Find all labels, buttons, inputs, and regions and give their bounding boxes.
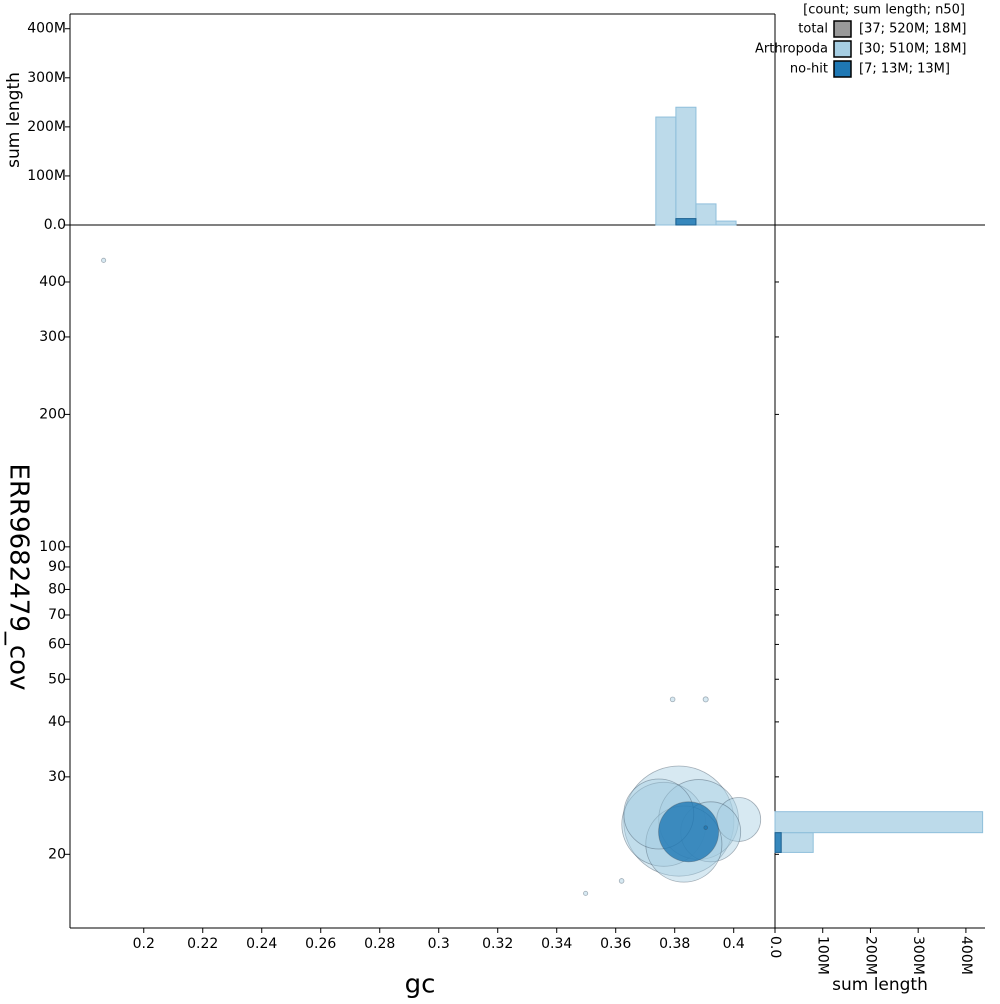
legend-swatch [833,40,852,58]
x-tick-label: 300M [910,936,926,975]
histogram-bar [695,203,717,226]
x-tick-label: 0.22 [187,936,218,952]
right-hist-title: sum length [832,975,928,995]
legend-swatch [833,20,852,38]
x-tick-label: 200M [862,936,878,975]
bubble [583,890,589,896]
bubble [703,825,708,830]
x-tick-label: 0.32 [482,936,513,952]
histogram-bar [675,218,697,226]
x-tick-label: 0.28 [364,936,395,952]
legend-swatch [833,60,852,78]
x-tick-label: 0.24 [246,936,277,952]
y-tick-label: 30 [48,769,66,785]
histogram-bar [774,832,782,853]
y-tick-label: 70 [48,607,66,623]
legend-summary: [7; 13M; 13M] [859,62,950,77]
legend-summary: [37; 520M; 18M] [859,22,967,37]
legend-summary: [30; 510M; 18M] [859,42,967,57]
y-tick-label: 60 [48,636,66,652]
y-axis-title: ERR9682479_cov [4,464,34,691]
bubble [658,801,719,863]
legend-label: no-hit [790,62,828,77]
histogram-bar [675,106,697,226]
x-axis-title: gc [405,970,436,1000]
y-tick-label: 200 [39,406,66,422]
y-tick-label: 400 [39,274,66,290]
x-tick-label: 400M [958,936,974,975]
y-tick-label: 300 [39,329,66,345]
y-tick-label: 20 [48,846,66,862]
bubble [618,878,625,884]
x-tick-label: 0.38 [659,936,690,952]
x-tick-label: 0.34 [541,936,572,952]
histogram-bar [655,116,677,226]
x-tick-label: 100M [815,936,831,975]
bubble [716,797,762,842]
x-tick-label: 0.26 [305,936,336,952]
x-tick-label: 0.4 [723,936,745,952]
bubble [101,257,107,263]
y-tick-label: 200M [27,119,66,135]
legend-title: [count; sum length; n50] [803,3,965,18]
y-tick-label: 100 [39,539,66,555]
histogram-bar [715,220,737,226]
y-tick-label: 100M [27,168,66,184]
x-tick-label: 0.0 [767,936,783,958]
x-tick-label: 0.3 [428,936,450,952]
x-tick-label: 0.36 [600,936,631,952]
top-hist-title: sum length [4,72,24,168]
x-tick-label: 0.2 [133,936,155,952]
y-tick-label: 0.0 [44,217,66,233]
legend-label: total [798,22,828,37]
y-tick-label: 80 [48,581,66,597]
legend-label: Arthropoda [755,42,828,57]
y-tick-label: 50 [48,671,66,687]
bubble [669,696,676,703]
y-tick-label: 90 [48,559,66,575]
y-tick-label: 40 [48,714,66,730]
y-tick-label: 300M [27,70,66,86]
histogram-bar [774,811,984,834]
y-tick-label: 400M [27,21,66,37]
bubble [702,696,709,703]
